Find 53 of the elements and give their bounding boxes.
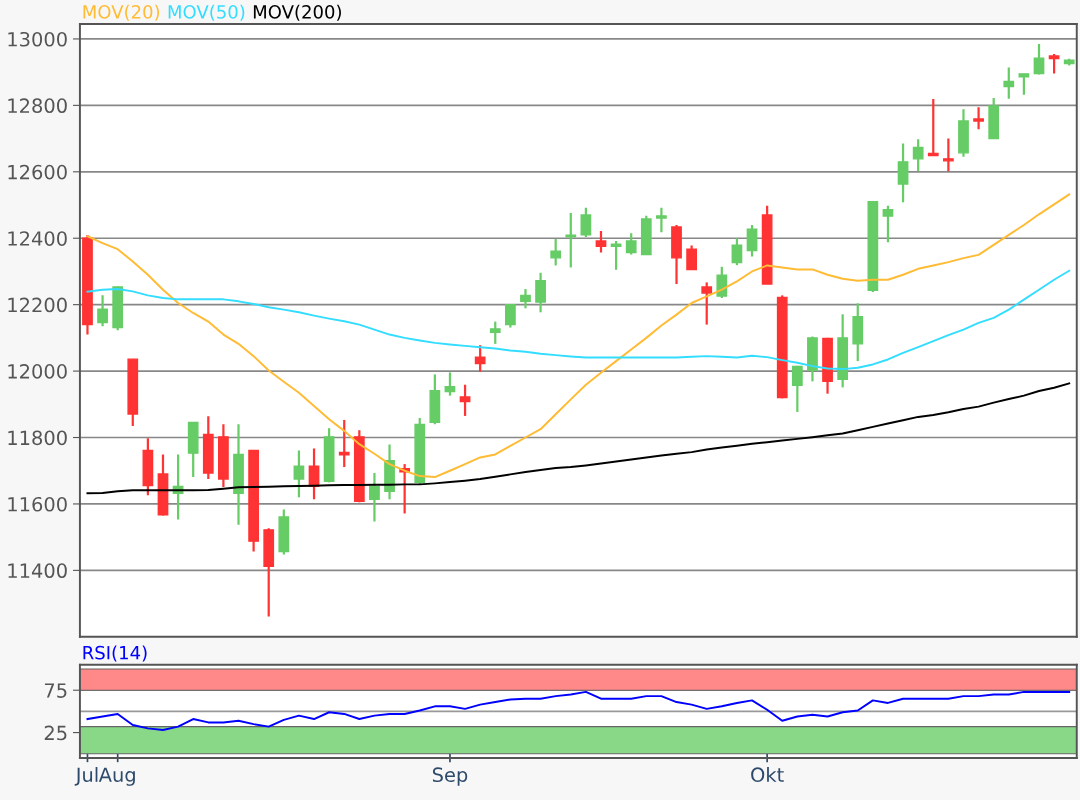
candlestick	[580, 206, 592, 239]
candlestick	[625, 232, 637, 256]
text: MOV(20)	[83, 4, 160, 21]
candlestick	[459, 383, 471, 418]
candlestick	[535, 271, 546, 314]
candlestick	[701, 281, 713, 326]
candlestick	[731, 237, 743, 267]
candlestick	[1048, 52, 1060, 75]
y-tick-label: 11600	[8, 496, 67, 512]
x-tick-label: Aug	[98, 767, 135, 786]
x-tick-label: Sep	[432, 767, 468, 786]
candlestick	[489, 320, 501, 345]
candlestick	[927, 97, 939, 157]
text: RSI(14)	[83, 645, 147, 662]
candlestick	[882, 204, 894, 244]
candlestick	[912, 138, 924, 173]
candlestick	[716, 265, 728, 300]
candlestick	[897, 142, 909, 204]
line-series	[86, 193, 1071, 479]
candlestick	[550, 237, 562, 267]
text: MOV(50)	[168, 4, 245, 21]
candlestick	[595, 229, 607, 254]
candlestick	[656, 206, 667, 234]
x-tick-label: Jul	[74, 767, 98, 786]
line-series	[86, 269, 1071, 371]
y-tick-label: 75	[44, 683, 67, 698]
y-tick-label: 11800	[8, 430, 67, 446]
candlestick	[565, 211, 577, 269]
candlestick	[973, 106, 984, 131]
y-tick-label: 12200	[8, 297, 67, 313]
candlestick	[444, 371, 456, 397]
candlestick	[474, 344, 486, 373]
candlestick	[369, 471, 380, 523]
candlestick	[686, 244, 697, 271]
candlestick	[520, 287, 531, 310]
y-tick-label: 13000	[8, 31, 67, 47]
candlestick	[97, 294, 108, 328]
line-series	[86, 690, 1071, 732]
candlestick	[791, 364, 803, 414]
y-tick-label: 12000	[8, 364, 67, 379]
text: MOV(200)	[253, 4, 341, 21]
candlestick	[293, 449, 305, 499]
y-tick-label: 12800	[8, 98, 67, 114]
candlestick	[1003, 66, 1015, 100]
candlestick	[943, 137, 954, 173]
candlestick	[746, 223, 758, 258]
y-tick-label: 25	[44, 725, 67, 741]
candlestick	[1018, 72, 1030, 96]
y-tick-label: 12600	[8, 164, 67, 180]
y-tick-label: 12400	[8, 231, 67, 246]
candlestick	[1033, 42, 1045, 76]
y-tick-label: 11400	[8, 563, 67, 579]
x-tick-label: Okt	[751, 767, 784, 783]
